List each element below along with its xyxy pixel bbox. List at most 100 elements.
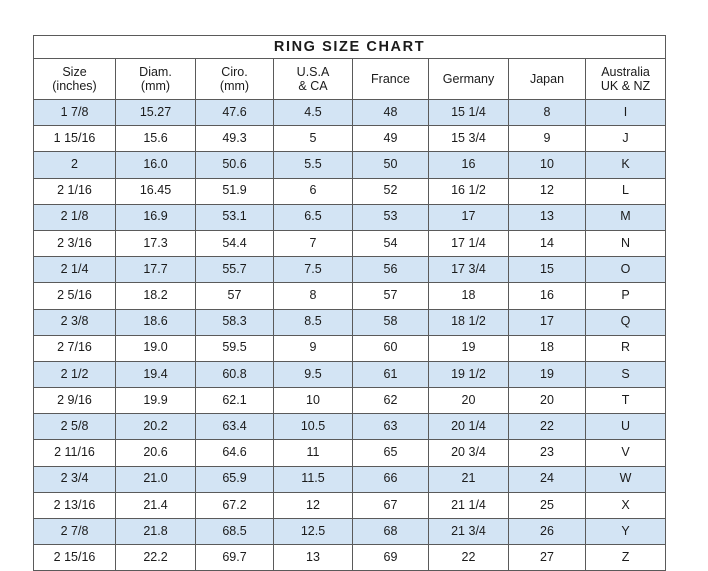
table-cell-r15-c6: 25 (508, 491, 586, 520)
table-cell-r9-c6: 18 (508, 334, 586, 362)
table-row: 2 16.0 50.6 5.5 50 16 10 K (33, 151, 667, 179)
table-cell-r14-c7: W (584, 465, 667, 493)
table-row: 2 13/16 21.4 67.2 12 67 21 1/4 25 X (33, 491, 667, 520)
column-header-line1: Ciro. (221, 64, 248, 79)
table-cell-r10-c1: 19.4 (115, 360, 196, 389)
table-cell-r2-c7: K (584, 151, 667, 179)
column-header-0: Size (inches) (33, 58, 116, 100)
table-cell-r10-c2: 60.8 (195, 360, 274, 389)
table-cell-r5-c5: 17 1/4 (428, 229, 509, 258)
table-cell-r9-c3: 9 (273, 334, 353, 362)
table-cell-r16-c6: 26 (508, 517, 586, 546)
table-cell-r1-c0: 1 15/16 (33, 125, 116, 153)
table-cell-r5-c2: 54.4 (195, 229, 274, 258)
table-cell-r14-c6: 24 (508, 465, 586, 493)
table-cell-r6-c6: 15 (508, 256, 586, 284)
table-cell-r7-c7: P (584, 282, 667, 310)
table-row: 2 5/16 18.2 57 8 57 18 16 P (33, 282, 667, 310)
table-cell-r7-c1: 18.2 (115, 282, 196, 310)
table-cell-r10-c5: 19 1/2 (428, 360, 509, 389)
table-cell-r4-c3: 6.5 (273, 203, 353, 231)
table-cell-r7-c6: 16 (508, 282, 586, 310)
table-head: RING SIZE CHART Size (inches) Diam. (mm) Cir… (32, 35, 667, 100)
column-header-line2: & CA (298, 79, 328, 93)
table-cell-r2-c3: 5.5 (273, 151, 353, 179)
table-cell-r16-c4: 68 (352, 517, 429, 546)
table-cell-r1-c5: 15 3/4 (428, 125, 509, 153)
table-cell-r13-c1: 20.6 (115, 439, 196, 467)
table-cell-r3-c6: 12 (508, 177, 586, 205)
table-cell-r8-c1: 18.6 (115, 308, 196, 336)
table-cell-r11-c0: 2 9/16 (33, 387, 116, 415)
table-cell-r1-c4: 49 (352, 125, 429, 153)
table-cell-r11-c5: 20 (428, 387, 509, 415)
table-row: 2 1/16 16.45 51.9 6 52 16 1/2 12 L (33, 177, 667, 205)
table-cell-r12-c3: 10.5 (273, 413, 353, 441)
table-cell-r14-c4: 66 (352, 465, 429, 493)
column-header-2: Ciro. (mm) (195, 58, 274, 100)
table-cell-r9-c4: 60 (352, 334, 429, 362)
table-cell-r3-c4: 52 (352, 177, 429, 205)
table-cell-r6-c7: O (584, 256, 667, 284)
table-row: 2 7/16 19.0 59.5 9 60 19 18 R (33, 334, 667, 362)
table-cell-r0-c6: 8 (508, 98, 586, 127)
table-cell-r11-c4: 62 (352, 387, 429, 415)
table-cell-r8-c4: 58 (352, 308, 429, 336)
table-cell-r4-c0: 2 1/8 (33, 203, 116, 231)
table-cell-r16-c5: 21 3/4 (428, 517, 509, 546)
table-cell-r9-c7: R (584, 334, 667, 362)
header-row: Size (inches) Diam. (mm) Ciro. (mm) U.S.A & CA F… (33, 58, 667, 100)
table-row: 2 5/8 20.2 63.4 10.5 63 20 1/4 22 U (33, 413, 667, 441)
table-cell-r7-c3: 8 (273, 282, 353, 310)
table-cell-r13-c3: 11 (273, 439, 353, 467)
table-cell-r4-c7: M (584, 203, 667, 231)
table-cell-r11-c1: 19.9 (115, 387, 196, 415)
column-header-line1: France (371, 71, 410, 86)
table-cell-r10-c4: 61 (352, 360, 429, 389)
table-cell-r10-c6: 19 (508, 360, 586, 389)
table-cell-r11-c6: 20 (508, 387, 586, 415)
table-cell-r9-c2: 59.5 (195, 334, 274, 362)
table-cell-r0-c4: 48 (352, 98, 429, 127)
table-cell-r3-c3: 6 (273, 177, 353, 205)
table-cell-r0-c5: 15 1/4 (428, 98, 509, 127)
column-header-1: Diam. (mm) (115, 58, 196, 100)
table-cell-r6-c2: 55.7 (195, 256, 274, 284)
table-cell-r1-c7: J (584, 125, 667, 153)
table-cell-r6-c3: 7.5 (273, 256, 353, 284)
column-header-4: France (352, 58, 429, 100)
table-cell-r12-c2: 63.4 (195, 413, 274, 441)
table-cell-r13-c7: V (584, 439, 667, 467)
table-cell-r3-c0: 2 1/16 (33, 177, 116, 205)
table-cell-r3-c1: 16.45 (115, 177, 196, 205)
column-header-line1: Japan (529, 71, 565, 86)
table-cell-r5-c3: 7 (273, 229, 353, 258)
column-header-3: U.S.A & CA (273, 58, 353, 100)
table-row: 2 3/4 21.0 65.9 11.5 66 21 24 W (33, 465, 667, 493)
table-cell-r11-c2: 62.1 (195, 387, 274, 415)
table-cell-r12-c6: 22 (508, 413, 586, 441)
column-header-line1: Australia (601, 64, 650, 79)
column-header-line1: Germany (442, 71, 495, 86)
table-cell-r0-c2: 47.6 (195, 98, 274, 127)
table-cell-r14-c3: 11.5 (273, 465, 353, 493)
table-cell-r6-c4: 56 (352, 256, 429, 284)
table-cell-r15-c4: 67 (352, 491, 429, 520)
table-cell-r14-c0: 2 3/4 (33, 465, 116, 493)
table-row: 2 9/16 19.9 62.1 10 62 20 20 T (33, 387, 667, 415)
table-cell-r5-c6: 14 (508, 229, 586, 258)
table-cell-r11-c3: 10 (273, 387, 353, 415)
table-cell-r8-c7: Q (584, 308, 667, 336)
table-cell-r0-c0: 1 7/8 (33, 98, 116, 127)
table-row: 2 7/8 21.8 68.5 12.5 68 21 3/4 26 Y (33, 517, 667, 546)
column-header-line1: Diam. (139, 64, 172, 79)
table-cell-r10-c7: S (584, 360, 667, 389)
table-row: 2 3/16 17.3 54.4 7 54 17 1/4 14 N (33, 229, 667, 258)
table-cell-r5-c0: 2 3/16 (33, 229, 116, 258)
table-cell-r13-c6: 23 (508, 439, 586, 467)
table-cell-r0-c3: 4.5 (273, 98, 353, 127)
table-cell-r5-c7: N (584, 229, 667, 258)
table-cell-r6-c1: 17.7 (115, 256, 196, 284)
table-cell-r4-c6: 13 (508, 203, 586, 231)
column-header-5: Germany (428, 58, 509, 100)
